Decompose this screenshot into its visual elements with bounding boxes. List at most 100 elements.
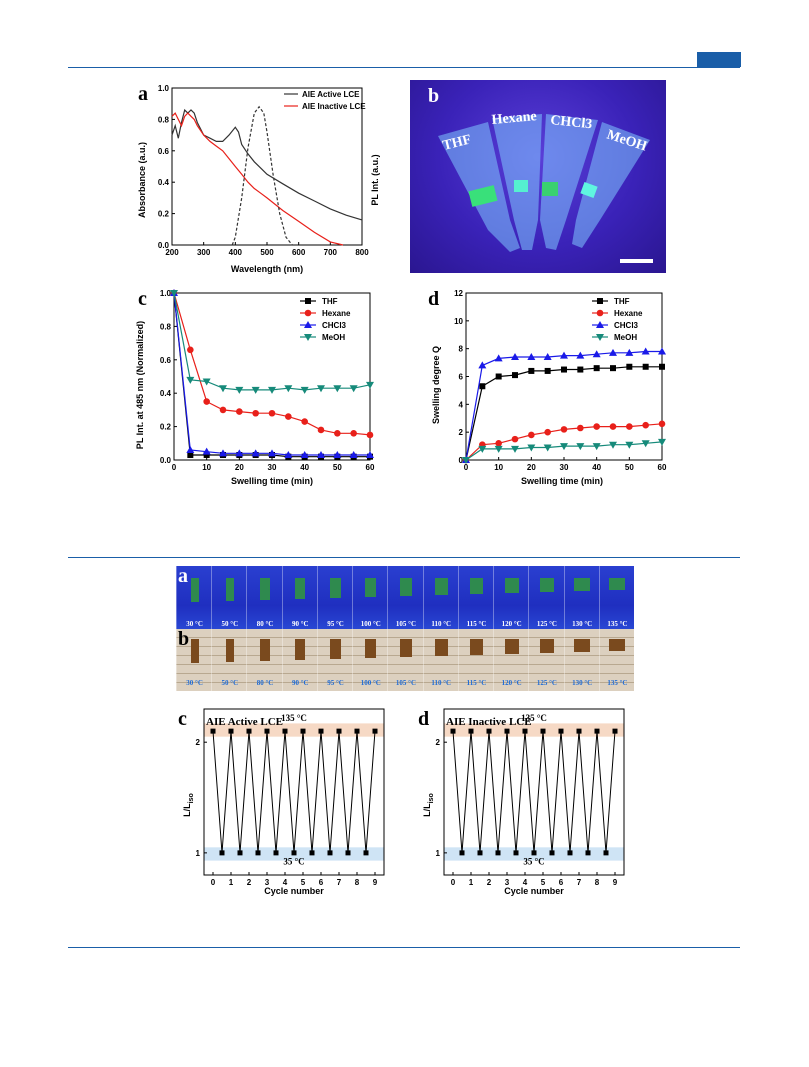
strip-cell: 95 °C <box>316 566 353 632</box>
data-point <box>336 728 342 734</box>
sample-film <box>469 578 484 594</box>
plot-frame <box>443 708 625 876</box>
plot-area: 200 300 400 500 600 700 800 0.0 0.2 0.4 0.6 0.8 1.0 <box>158 84 369 257</box>
data-point <box>609 423 617 430</box>
y-tick-label: 0.0 <box>158 241 170 250</box>
data-point <box>219 850 225 856</box>
y-axis-label: Absorbance (a.u.) <box>137 142 147 218</box>
strip-cell: 90 °C <box>281 566 318 632</box>
panel-b-label-wrap: b <box>178 628 189 650</box>
x-tick-label: 0 <box>451 878 456 887</box>
strip-cell: 125 °C <box>528 629 564 691</box>
x-tick-label: 60 <box>366 463 375 472</box>
data-point <box>235 449 244 457</box>
data-point <box>495 373 502 380</box>
y-tick-label: 2 <box>436 738 441 747</box>
legend-label: MeOH <box>614 333 637 342</box>
strip-cell: 110 °C <box>422 566 459 632</box>
chart-title: AIE Inactive LCE <box>446 716 532 728</box>
data-point <box>527 353 536 361</box>
low-temp-label: 35 °C <box>283 857 304 867</box>
high-temp-label: 135 °C <box>521 713 547 723</box>
x-tick-label: 40 <box>300 463 309 472</box>
data-point <box>494 445 503 453</box>
temperature-label: 135 °C <box>607 620 628 628</box>
data-point <box>202 378 211 386</box>
x-tick-label: 0 <box>464 463 469 472</box>
data-point <box>576 443 585 451</box>
x-tick-label: 3 <box>265 878 270 887</box>
x-tick-label: 4 <box>283 878 288 887</box>
data-point <box>576 351 585 359</box>
data-point <box>592 350 601 358</box>
data-point <box>317 450 325 458</box>
sample-film <box>504 578 519 593</box>
y-tick-label: 0.4 <box>158 178 170 187</box>
tube-thf <box>438 122 520 252</box>
chart-title: AIE Active LCE <box>206 716 283 728</box>
sample-film <box>434 578 448 595</box>
data-point <box>478 361 487 369</box>
data-point <box>576 728 582 734</box>
data-point <box>511 445 519 453</box>
data-point <box>531 850 537 856</box>
data-point <box>626 423 633 430</box>
strip-cell: 30 °C <box>176 629 212 691</box>
x-tick-label: 8 <box>595 878 600 887</box>
temperature-label: 120 °C <box>501 679 522 687</box>
temperature-label: 130 °C <box>572 679 593 687</box>
data-point <box>543 353 552 361</box>
plot-frame <box>173 292 371 461</box>
sample-film <box>190 578 199 602</box>
x-tick-label: 2 <box>247 878 252 887</box>
data-point <box>593 423 600 430</box>
plot-frame <box>465 292 663 461</box>
y-tick-label: 0 <box>459 456 464 465</box>
data-point <box>300 728 306 734</box>
strip-cell: 100 °C <box>352 629 388 691</box>
data-point <box>540 728 546 734</box>
x-tick-label: 0 <box>211 878 216 887</box>
tube-label: CHCl3 <box>550 113 593 132</box>
data-point <box>210 728 216 734</box>
panel-label: b <box>178 628 189 650</box>
data-point <box>468 728 474 734</box>
y-tick-label: 1.0 <box>160 289 172 298</box>
x-axis-label: Cycle number <box>504 886 564 896</box>
low-temp-label: 35 °C <box>523 857 544 867</box>
temperature-label: 95 °C <box>327 679 344 687</box>
x-tick-label: 6 <box>319 878 324 887</box>
sample-film <box>539 639 555 653</box>
y-tick-label: 0.6 <box>160 356 172 365</box>
strip-cell: 120 °C <box>493 566 529 632</box>
sample-film <box>365 578 377 597</box>
data-point <box>612 728 618 734</box>
data-point <box>512 372 518 379</box>
x-axis-label: Cycle number <box>264 886 324 896</box>
strip-cell: 115 °C <box>457 566 494 632</box>
data-point <box>284 385 293 393</box>
x-tick-label: 2 <box>487 878 492 887</box>
data-point <box>349 450 358 458</box>
y-tick-label: 0.4 <box>160 389 172 398</box>
temperature-label: 80 °C <box>256 620 274 628</box>
strip-cell: 105 °C <box>387 566 423 632</box>
y-tick-label: 0.8 <box>158 115 170 124</box>
strip-cell: 90 °C <box>281 629 318 691</box>
data-point <box>304 321 312 328</box>
panel-a-label-wrap: a <box>178 565 188 587</box>
temperature-label: 100 °C <box>360 620 381 628</box>
data-point <box>170 290 178 297</box>
temperature-label: 120 °C <box>501 620 522 628</box>
data-point <box>596 334 604 341</box>
temperature-label: 105 °C <box>395 620 417 628</box>
temperature-label: 115 °C <box>466 679 487 687</box>
strip-cell: 120 °C <box>493 629 529 691</box>
data-point <box>203 398 210 405</box>
tube-hexane <box>492 114 542 250</box>
y-tick-label: 1 <box>196 849 201 858</box>
series-line <box>171 108 363 221</box>
data-point <box>186 445 195 453</box>
x-tick-label: 7 <box>577 878 582 887</box>
temperature-label: 105 °C <box>395 679 417 687</box>
